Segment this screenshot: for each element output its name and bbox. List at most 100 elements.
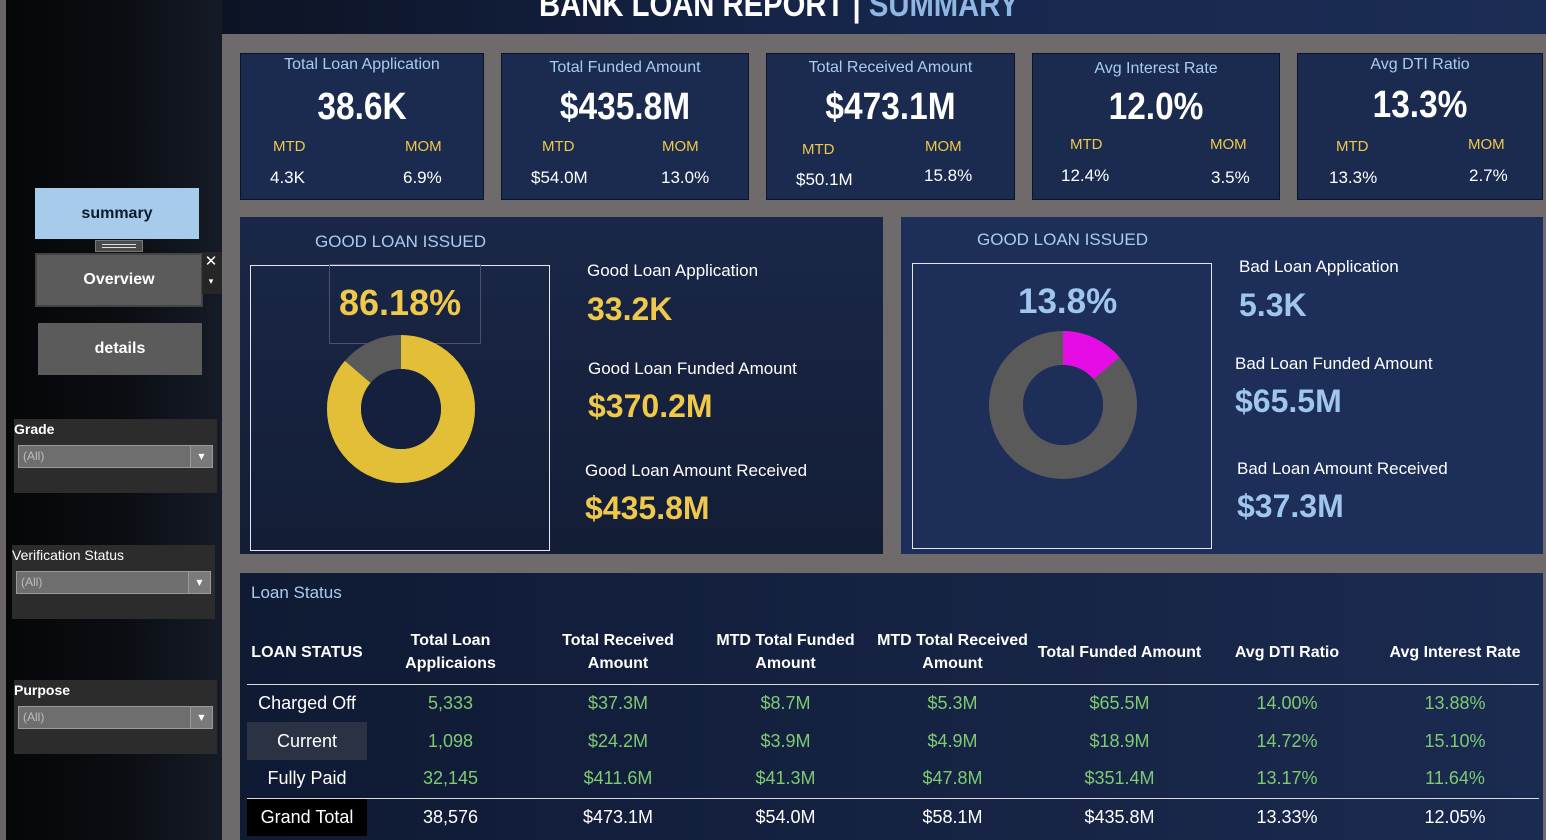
column-header[interactable]: Avg Interest Rate (1389, 643, 1521, 661)
kpi-value: 13.3% (1372, 84, 1468, 126)
mtd-label: MTD (802, 141, 835, 158)
kpi-total-received-amount: Total Received Amount $473.1M MTD MOM $5… (766, 53, 1015, 200)
table-cell: $47.8M (922, 768, 983, 789)
sidebar: summary Overview ✕ ▾ details Grade (All)… (0, 0, 222, 840)
mtd-value: $54.0M (531, 168, 588, 187)
table-cell: $351.4M (1084, 768, 1155, 789)
table-cell: $58.1M (922, 806, 983, 827)
dropdown-value: (All) (23, 449, 45, 463)
table-cell: $5.3M (927, 692, 978, 713)
donut-bad-slice (989, 331, 1137, 479)
table-cell: $473.1M (582, 806, 654, 827)
title-section: SUMMARY (868, 0, 1019, 24)
table-cell: $411.6M (583, 768, 653, 789)
chevron-down-icon[interactable]: ▼ (190, 446, 212, 467)
mom-value: 13.0% (661, 168, 710, 187)
column-header[interactable]: MTD Total Received Amount (877, 632, 1028, 673)
loan-status-table: LOAN STATUS Total Loan Applicaions Total… (247, 621, 1539, 836)
good-funded-label: Good Loan Funded Amount (588, 359, 797, 378)
mom-label: MOM (1468, 136, 1505, 153)
mtd-label: MTD (273, 138, 306, 155)
good-application-value: 33.2K (587, 291, 673, 327)
mtd-value: 12.4% (1061, 166, 1110, 185)
mom-label: MOM (925, 138, 962, 155)
nav-overview-button[interactable]: Overview (35, 253, 203, 307)
chevron-down-icon[interactable]: ▼ (188, 572, 210, 593)
verification-status-dropdown[interactable]: (All) ▼ (16, 571, 211, 594)
mom-label: MOM (405, 138, 442, 155)
bad-application-value: 5.3K (1239, 287, 1307, 323)
mtd-label: MTD (1070, 136, 1103, 153)
good-loan-panel: GOOD LOAN ISSUED 86.18% Good Loan Applic… (240, 217, 883, 554)
mom-value: 2.7% (1469, 166, 1508, 185)
filter-purpose: Purpose (All) ▼ (14, 680, 217, 754)
dropdown-value: (All) (21, 575, 43, 589)
dropdown-value: (All) (23, 710, 45, 724)
table-cell: $4.9M (927, 730, 978, 751)
filter-label: Verification Status (12, 547, 125, 563)
good-received-label: Good Loan Amount Received (585, 461, 808, 480)
report-header: BANK LOAN REPORT | SUMMARY (222, 0, 1546, 34)
table-cell: $65.5M (1089, 692, 1150, 713)
table-cell: $8.7M (760, 692, 811, 713)
table-cell: $24.2M (587, 730, 649, 751)
kpi-title: Total Funded Amount (549, 59, 701, 76)
good-application-label: Good Loan Application (587, 261, 759, 280)
column-header[interactable]: MTD Total Funded Amount (716, 632, 855, 673)
grand-total-row[interactable]: Grand Total 38,576 $473.1M $54.0M $58.1M… (247, 798, 1539, 836)
purpose-dropdown[interactable]: (All) ▼ (18, 706, 213, 729)
table-cell: 14.00% (1256, 692, 1318, 713)
drag-handle[interactable] (95, 240, 143, 252)
bad-funded-label: Bad Loan Funded Amount (1235, 354, 1433, 373)
table-cell: 14.72% (1256, 730, 1318, 751)
grade-dropdown[interactable]: (All) ▼ (18, 445, 213, 468)
close-icon[interactable]: ✕ (204, 252, 218, 270)
row-label[interactable]: Grand Total (247, 798, 367, 836)
column-header[interactable]: Avg DTI Ratio (1234, 643, 1340, 661)
nav-summary-button[interactable]: summary (35, 188, 199, 239)
kpi-title: Total Received Amount (808, 59, 973, 76)
mom-value: 3.5% (1211, 168, 1250, 187)
table-cell: 32,145 (422, 768, 479, 789)
bad-loan-title: GOOD LOAN ISSUED (977, 230, 1148, 249)
kpi-avg-interest-rate: Avg Interest Rate 12.0% MTD MOM 12.4% 3.… (1032, 53, 1280, 200)
table-row[interactable]: Charged Off 5,333 $37.3M $8.7M $5.3M $65… (247, 684, 1539, 722)
mtd-label: MTD (1336, 138, 1369, 155)
column-header[interactable]: Total Funded Amount (1037, 643, 1202, 661)
mtd-value: 4.3K (270, 168, 305, 187)
kpi-title: Total Loan Application (284, 56, 440, 73)
mom-value: 6.9% (403, 168, 442, 187)
kpi-total-funded-amount: Total Funded Amount $435.8M MTD MOM $54.… (501, 53, 749, 200)
mtd-label: MTD (542, 138, 575, 155)
column-header[interactable]: Total Loan Applicaions (405, 632, 496, 673)
kpi-value: $473.1M (825, 86, 956, 128)
good-loan-donut-chart (327, 335, 475, 483)
table-header-row: LOAN STATUS Total Loan Applicaions Total… (247, 621, 1539, 684)
row-label[interactable]: Fully Paid (267, 768, 347, 789)
donut-good-slice (327, 335, 475, 483)
table-cell: 13.17% (1256, 768, 1318, 789)
good-loan-percent: 86.18% (339, 282, 462, 323)
column-header[interactable]: Total Received Amount (562, 632, 674, 673)
kpi-total-loan-application: Total Loan Application 38.6K MTD MOM 4.3… (240, 53, 484, 200)
bad-loan-panel: GOOD LOAN ISSUED 13.8% Bad Loan Applicat… (901, 217, 1543, 554)
loan-status-panel: Loan Status LOAN STATUS Total Loan Appli… (240, 573, 1543, 840)
table-cell: 5,333 (427, 692, 474, 713)
nav-details-button[interactable]: details (38, 323, 202, 375)
chevron-down-icon[interactable]: ▾ (208, 277, 214, 287)
bad-funded-value: $65.5M (1235, 383, 1342, 419)
row-label[interactable]: Charged Off (258, 692, 356, 713)
mtd-value: 13.3% (1329, 168, 1378, 187)
column-header[interactable]: LOAN STATUS (251, 643, 363, 661)
good-loan-donut-frame: 86.18% (250, 264, 550, 551)
donut-hole (1023, 365, 1103, 445)
dashboard-body: Total Loan Application 38.6K MTD MOM 4.3… (222, 34, 1546, 840)
filter-label: Grade (14, 421, 55, 437)
table-cell: 12.05% (1424, 806, 1486, 827)
filter-verification-status: Verification Status (All) ▼ (12, 545, 215, 619)
row-label[interactable]: Current (247, 722, 367, 760)
good-received-value: $435.8M (585, 490, 710, 526)
chevron-down-icon[interactable]: ▼ (190, 707, 212, 728)
table-row[interactable]: Fully Paid 32,145 $411.6M $41.3M $47.8M … (247, 760, 1539, 798)
table-row[interactable]: Current 1,098 $24.2M $3.9M $4.9M $18.9M … (247, 722, 1539, 760)
